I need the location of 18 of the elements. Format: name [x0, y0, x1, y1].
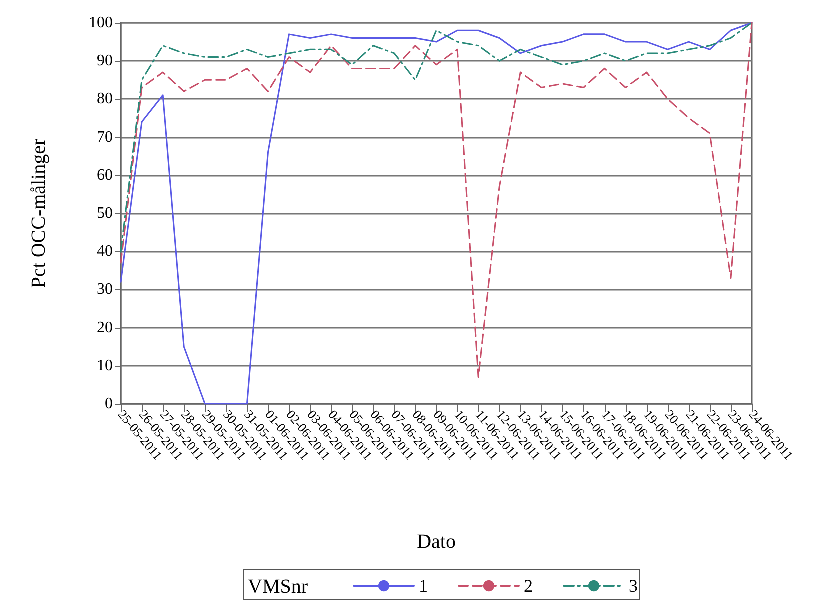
- y-tick-label: 100: [89, 14, 113, 32]
- y-tick-label: 60: [97, 166, 113, 184]
- legend-label: 3: [629, 576, 638, 596]
- line-series: [120, 22, 753, 252]
- legend-label: 1: [419, 576, 428, 596]
- y-tick-label: 0: [105, 396, 113, 412]
- y-tick-label: 50: [97, 205, 113, 222]
- y-tick-label: 90: [97, 52, 113, 70]
- y-tick-label: 40: [97, 243, 113, 260]
- legend-label: 2: [524, 576, 533, 596]
- y-axis-title: Pct OCC-målinger: [28, 138, 50, 288]
- y-tick-label: 80: [97, 90, 113, 108]
- y-tick-label: 10: [97, 357, 113, 374]
- y-tick-label: 30: [97, 281, 113, 298]
- y-tick-label: 70: [97, 128, 113, 146]
- legend-title: VMSnr: [248, 576, 308, 598]
- x-axis-title: Dato: [417, 531, 456, 553]
- y-tick-label: 20: [97, 319, 113, 336]
